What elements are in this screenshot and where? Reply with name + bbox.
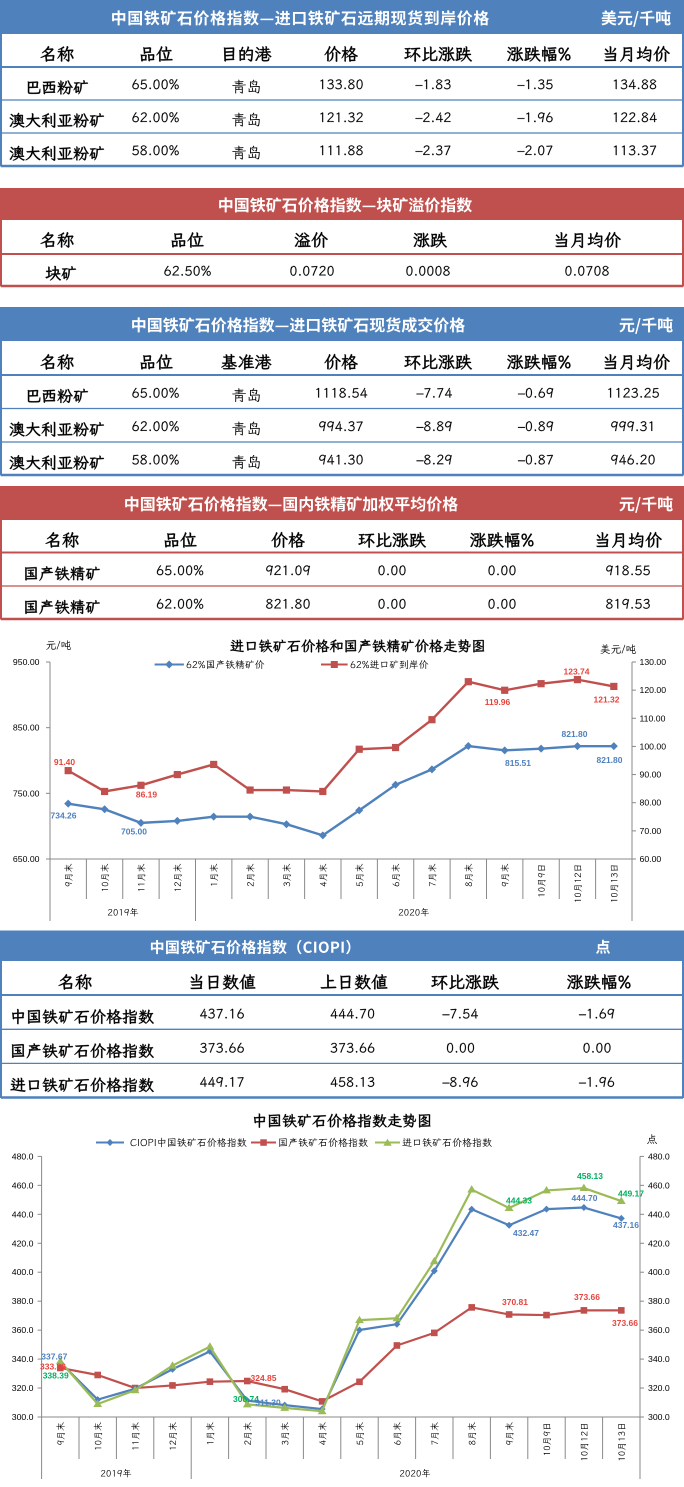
svg-text:400.0: 400.0 [648,1267,670,1277]
svg-text:444.70: 444.70 [572,1193,598,1203]
svg-text:121.32: 121.32 [594,695,620,705]
svg-text:437.16: 437.16 [613,1220,639,1230]
svg-text:380.0: 380.0 [648,1296,670,1306]
svg-text:130.00: 130.00 [640,657,667,667]
svg-text:340.0: 340.0 [648,1354,670,1364]
svg-text:119.96: 119.96 [485,697,511,707]
svg-text:650.00: 650.00 [13,854,40,864]
svg-text:705.00: 705.00 [121,827,147,837]
svg-text:320.0: 320.0 [648,1383,670,1393]
svg-text:300.0: 300.0 [648,1412,670,1422]
svg-text:333.86: 333.86 [40,1362,66,1372]
svg-text:373.66: 373.66 [612,1318,638,1328]
svg-text:432.47: 432.47 [513,1228,539,1238]
svg-text:60.00: 60.00 [640,854,662,864]
svg-text:480.0: 480.0 [12,1151,34,1161]
svg-text:86.19: 86.19 [136,790,158,800]
svg-text:110.00: 110.00 [640,713,666,723]
svg-text:460.0: 460.0 [12,1180,34,1190]
svg-text:324.85: 324.85 [251,1373,277,1383]
svg-text:734.26: 734.26 [51,811,77,821]
svg-text:370.81: 370.81 [502,1297,528,1307]
svg-text:380.0: 380.0 [12,1296,34,1306]
svg-text:91.40: 91.40 [54,757,76,767]
svg-text:120.00: 120.00 [640,685,667,695]
svg-text:300.0: 300.0 [12,1412,34,1422]
svg-text:821.80: 821.80 [597,755,623,765]
svg-text:360.0: 360.0 [12,1325,34,1335]
svg-text:950.00: 950.00 [13,657,40,667]
svg-text:449.17: 449.17 [618,1189,644,1199]
svg-text:821.80: 821.80 [562,729,588,739]
svg-text:308.74: 308.74 [233,1394,259,1404]
svg-text:420.0: 420.0 [648,1238,670,1248]
svg-text:420.0: 420.0 [12,1238,34,1248]
svg-text:80.00: 80.00 [640,798,662,808]
svg-text:337.67: 337.67 [41,1352,67,1362]
svg-text:320.0: 320.0 [12,1383,34,1393]
svg-text:480.0: 480.0 [648,1151,670,1161]
svg-text:340.0: 340.0 [12,1354,34,1364]
svg-text:444.33: 444.33 [506,1196,532,1206]
svg-text:815.51: 815.51 [505,758,531,768]
svg-text:458.13: 458.13 [577,1171,603,1181]
svg-text:440.0: 440.0 [648,1209,670,1219]
svg-text:440.0: 440.0 [12,1209,34,1219]
svg-text:400.0: 400.0 [12,1267,34,1277]
svg-text:123.74: 123.74 [564,667,590,677]
svg-text:850.00: 850.00 [13,723,40,733]
svg-text:360.0: 360.0 [648,1325,670,1335]
svg-text:338.39: 338.39 [43,1371,69,1381]
svg-text:100.00: 100.00 [640,741,667,751]
svg-text:750.00: 750.00 [13,788,40,798]
svg-text:373.66: 373.66 [574,1292,600,1302]
svg-text:70.00: 70.00 [640,826,662,836]
svg-text:311.30: 311.30 [255,1398,281,1408]
svg-text:90.00: 90.00 [640,770,662,780]
svg-text:460.0: 460.0 [648,1180,670,1190]
